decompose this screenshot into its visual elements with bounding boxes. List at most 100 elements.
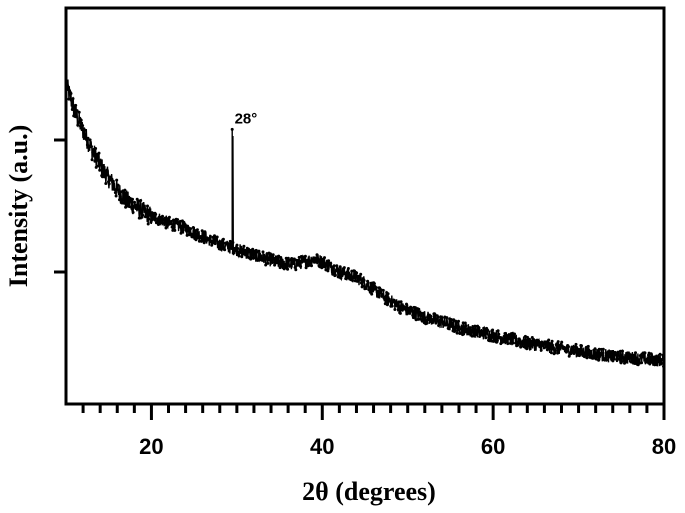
data-point (338, 265, 342, 269)
data-point (259, 254, 263, 258)
data-point (203, 230, 207, 234)
data-point (507, 337, 511, 340)
data-point (111, 179, 115, 183)
data-point (167, 215, 171, 219)
data-point (440, 316, 444, 320)
data-point (83, 128, 87, 132)
data-point (173, 228, 177, 232)
data-point (122, 191, 126, 195)
data-point (325, 262, 329, 266)
data-point (335, 264, 339, 268)
data-point (536, 343, 540, 347)
data-point (271, 253, 275, 257)
data-point (657, 357, 661, 361)
data-point (90, 158, 94, 162)
data-point (128, 205, 132, 209)
data-point (570, 345, 574, 349)
data-point (294, 268, 298, 272)
data-point (118, 194, 122, 198)
data-point (231, 251, 235, 255)
data-point (358, 277, 362, 280)
data-point (542, 346, 546, 350)
data-point (624, 360, 628, 364)
data-point (595, 355, 599, 359)
data-point (418, 317, 422, 321)
data-point (264, 263, 268, 267)
data-point (221, 237, 225, 241)
data-point (189, 227, 193, 231)
data-point (359, 281, 363, 285)
data-point (88, 138, 92, 142)
data-point (274, 258, 278, 262)
data-point (238, 248, 242, 252)
data-point (106, 173, 110, 177)
data-point (162, 221, 166, 225)
data-point (351, 278, 354, 282)
data-point (640, 354, 644, 358)
data-point (361, 284, 365, 288)
data-point (456, 328, 460, 332)
data-point (249, 257, 253, 261)
data-point (261, 250, 265, 254)
data-point (608, 355, 611, 359)
data-point (453, 329, 457, 333)
data-point (349, 275, 352, 279)
data-point (96, 164, 100, 168)
data-point (113, 191, 117, 195)
data-point (580, 344, 583, 348)
data-point (463, 321, 467, 325)
data-point (241, 252, 245, 256)
data-point (605, 358, 609, 362)
data-point (620, 360, 624, 363)
data-point (362, 279, 366, 282)
data-point (116, 183, 120, 187)
data-point (101, 169, 105, 172)
data-point (417, 307, 421, 311)
data-point (381, 293, 385, 296)
data-point (518, 338, 522, 342)
data-point (394, 304, 398, 308)
data-point (157, 215, 161, 219)
data-point (94, 165, 98, 169)
data-point (526, 335, 529, 339)
data-point (313, 256, 317, 260)
data-point (457, 319, 460, 323)
data-point (495, 339, 499, 342)
data-point (493, 332, 497, 336)
data-point (240, 255, 244, 259)
data-point (511, 341, 515, 345)
data-point (329, 261, 333, 265)
data-point (201, 234, 205, 238)
x-tick-label-80: 80 (652, 434, 676, 459)
data-point (299, 265, 303, 268)
data-point (257, 249, 261, 253)
data-point (250, 251, 254, 255)
data-point (593, 353, 596, 357)
data-point (610, 350, 614, 353)
data-point (355, 271, 359, 275)
data-point (281, 264, 285, 268)
data-point (640, 361, 644, 365)
data-point (413, 315, 417, 319)
data-point (331, 267, 335, 271)
data-point (591, 356, 595, 360)
data-point (147, 217, 151, 221)
data-point (629, 356, 633, 360)
data-point (166, 219, 170, 223)
data-point (104, 182, 108, 185)
data-point (130, 207, 134, 210)
data-point (552, 346, 555, 350)
data-point (176, 218, 180, 222)
data-point (136, 204, 140, 208)
data-point (408, 311, 412, 315)
data-point (616, 352, 620, 356)
data-point (445, 316, 449, 320)
data-point (651, 360, 655, 363)
data-point (208, 237, 212, 241)
data-point (336, 267, 339, 270)
data-point (523, 338, 527, 342)
data-point (76, 123, 80, 127)
data-point (502, 340, 506, 344)
data-point (326, 269, 330, 273)
data-point (405, 302, 408, 306)
